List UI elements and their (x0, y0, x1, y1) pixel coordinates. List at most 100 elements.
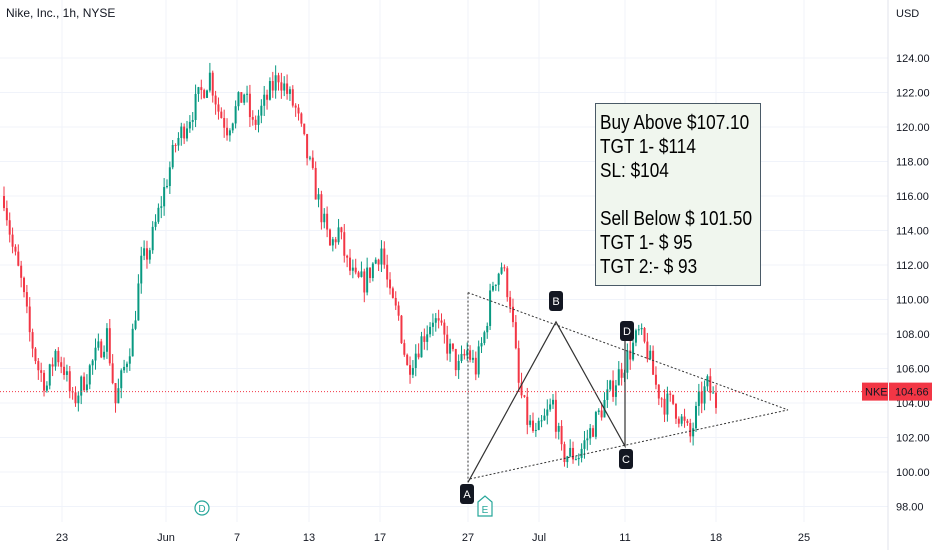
price-axis[interactable]: 98.00 100.00 102.00 104.00 106.00 108.00 110.0… (896, 53, 930, 514)
candle (692, 422, 695, 446)
candle (348, 249, 351, 276)
candle (234, 100, 237, 129)
candle (497, 272, 500, 292)
candles (3, 62, 717, 468)
candle (248, 84, 251, 127)
candle (463, 349, 466, 360)
note-line-tgt1: TGT 1- $114 (600, 136, 696, 158)
candle (254, 115, 257, 131)
dividend-marker[interactable]: D (194, 500, 210, 516)
candle (51, 357, 54, 377)
pattern-label-c: C (619, 449, 633, 469)
y-tick-label: 116.00 (896, 191, 929, 203)
trade-note[interactable]: Buy Above $107.10 TGT 1- $114 SL: $104 S… (595, 103, 761, 286)
candle (383, 241, 386, 269)
price-tag-symbol: NKE (865, 387, 888, 399)
y-tick-label: 108.00 (896, 329, 930, 341)
candle (637, 324, 640, 336)
candle (477, 340, 480, 378)
candle (554, 390, 557, 439)
candle (680, 413, 683, 427)
note-line-sell: Sell Below $ 101.50 (600, 208, 753, 230)
y-tick-label: 106.00 (896, 364, 930, 376)
candle (203, 88, 206, 99)
candle (206, 89, 209, 99)
candle (188, 115, 191, 133)
x-tick-label: 25 (798, 532, 810, 544)
candle (715, 384, 717, 414)
candle (557, 422, 560, 440)
candle (263, 85, 266, 116)
last-price-tag: NKE 104.66 (0, 382, 932, 401)
candle (566, 455, 569, 468)
candle (83, 372, 86, 392)
candle (549, 398, 552, 412)
candle (123, 359, 126, 374)
candle (71, 387, 74, 400)
candle (214, 90, 217, 115)
candle (614, 379, 617, 406)
triangle-upper-line (467, 292, 789, 411)
y-tick-label: 122.00 (896, 88, 930, 100)
candle (291, 85, 294, 108)
candle (546, 399, 549, 425)
candle (377, 258, 380, 272)
candle (646, 332, 649, 363)
candle (297, 104, 300, 121)
x-tick-label: 7 (234, 532, 240, 544)
candle (397, 301, 400, 321)
candle (577, 453, 580, 466)
candle (43, 370, 46, 397)
candle (586, 429, 589, 451)
candle (268, 77, 271, 101)
candle (709, 368, 712, 401)
note-line-sl: SL: $104 (600, 160, 669, 182)
candle (620, 362, 623, 386)
candle (88, 363, 91, 390)
candle (217, 97, 220, 120)
candle (25, 284, 28, 314)
candle (574, 456, 577, 461)
candle (474, 351, 477, 381)
candle (311, 150, 314, 170)
candle (197, 86, 200, 102)
candle (494, 284, 497, 291)
candle (531, 412, 534, 433)
candle (140, 246, 143, 294)
candle (183, 123, 186, 145)
note-line-sell-tgt1: TGT 1- $ 95 (600, 232, 693, 254)
candle (337, 218, 340, 245)
candle (354, 258, 357, 275)
candle (177, 132, 180, 151)
candle (483, 330, 486, 346)
x-tick-label: Jun (157, 532, 175, 544)
earnings-marker[interactable]: E (477, 495, 493, 517)
candle (534, 422, 537, 437)
candle (300, 112, 303, 127)
candle (454, 348, 457, 377)
candle (60, 356, 63, 374)
candle (411, 360, 414, 379)
candle (669, 390, 672, 402)
candle (334, 236, 337, 249)
candle (103, 345, 106, 360)
time-axis[interactable]: 23 Jun 7 13 17 27 Jul 11 18 25 (56, 532, 810, 544)
price-tag-symbol-bg (862, 382, 888, 401)
candle (37, 357, 40, 380)
candle (85, 374, 88, 393)
candle (712, 386, 715, 394)
svg-text:C: C (622, 454, 630, 466)
svg-text:D: D (623, 326, 631, 338)
y-tick-label: 120.00 (896, 122, 930, 134)
candle (643, 326, 646, 344)
candle (34, 347, 37, 365)
symbol-title[interactable]: Nike, Inc., 1h, NYSE (6, 6, 116, 20)
candle (128, 348, 131, 371)
svg-text:E: E (482, 505, 489, 516)
candle (649, 345, 652, 361)
candle (469, 345, 472, 363)
candle (5, 200, 8, 226)
candle (320, 190, 323, 230)
